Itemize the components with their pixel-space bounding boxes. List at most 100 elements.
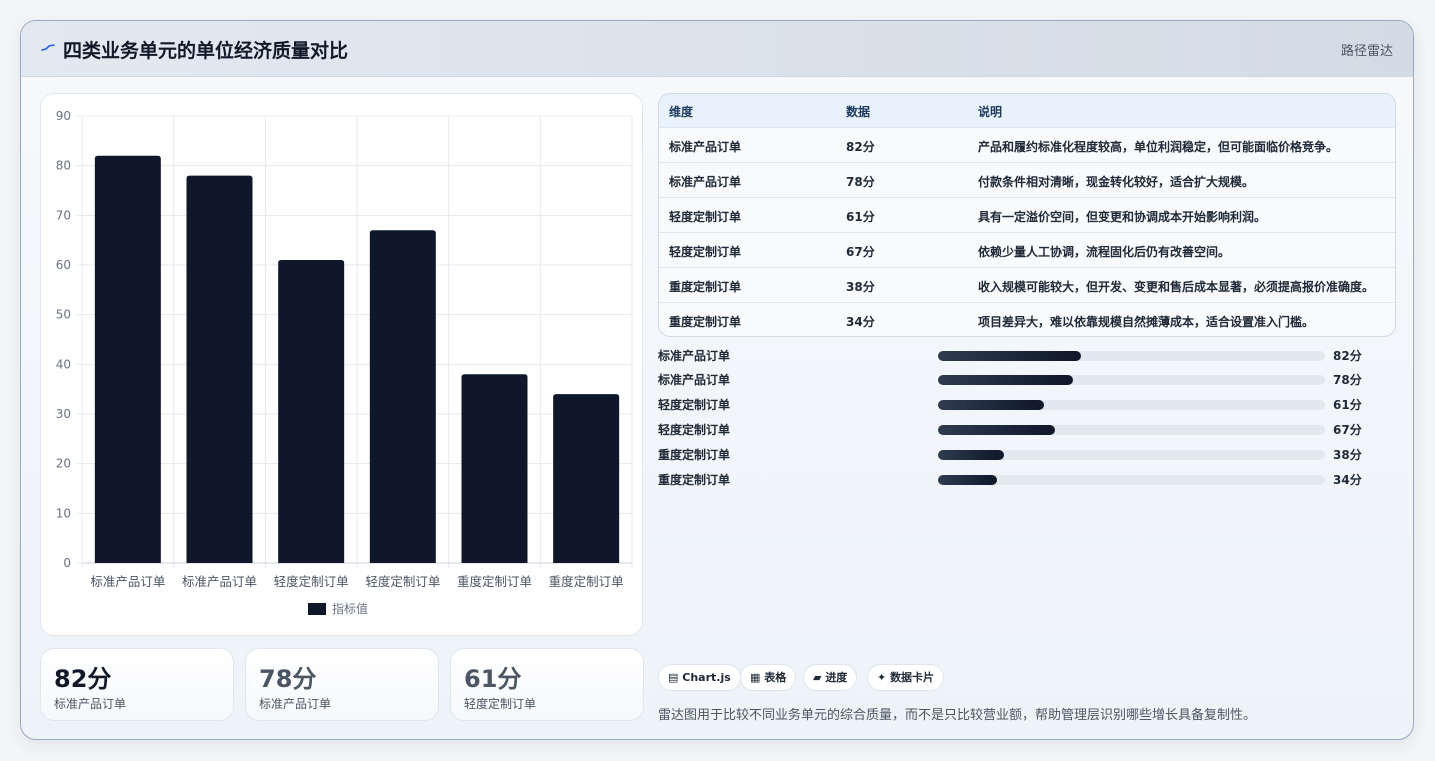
table-cell: 具有一定溢价空间，但变更和协调成本开始影响利润。 — [978, 210, 1267, 224]
progress-track — [938, 375, 1325, 385]
stat-label: 轻度定制订单 — [464, 697, 537, 711]
x-tick-label: 重度定制订单 — [549, 574, 624, 589]
data-table: 维度 数据 说明 标准产品订单 82分 产品和履约标准化程度较高，单位利润稳定，… — [658, 93, 1396, 337]
table-cell: 付款条件相对清晰，现金转化较好，适合扩大规模。 — [978, 175, 1255, 189]
progress-fill — [938, 450, 1005, 460]
progress-row: 轻度定制订单 61分 — [658, 396, 1378, 414]
progress-track — [938, 425, 1325, 435]
stat-value: 78分 — [259, 665, 317, 693]
x-tick-label: 标准产品订单 — [90, 574, 165, 589]
table-row: 轻度定制订单 61分 具有一定溢价空间，但变更和协调成本开始影响利润。 — [659, 197, 1395, 232]
progress-label: 标准产品订单 — [658, 349, 731, 363]
bar — [553, 394, 620, 563]
table-cell: 标准产品订单 — [669, 175, 742, 189]
legend-swatch — [308, 603, 326, 615]
table-cell: 重度定制订单 — [669, 280, 742, 294]
progress-track — [938, 475, 1325, 485]
footer-note: 雷达图用于比较不同业务单元的综合质量，而不是只比较营业额，帮助管理层识别哪些增长… — [658, 708, 1257, 723]
table-cell: 38分 — [846, 280, 875, 294]
chip-progress[interactable]: ▰ 进度 — [803, 664, 858, 691]
legend-label: 指标值 — [332, 601, 368, 616]
chip-label: 数据卡片 — [890, 671, 935, 684]
table-cell: 78分 — [846, 175, 875, 189]
y-tick-label: 50 — [56, 308, 71, 322]
table-cell: 34分 — [846, 315, 875, 329]
table-cell: 67分 — [846, 245, 875, 259]
table-icon: ▦ — [750, 671, 761, 684]
table-cell: 重度定制订单 — [669, 315, 742, 329]
progress-row: 重度定制订单 34分 — [658, 471, 1378, 489]
table-cell: 依赖少量人工协调，流程固化后仍有改善空间。 — [978, 245, 1231, 259]
x-tick-label: 重度定制订单 — [457, 574, 532, 589]
bar — [461, 374, 528, 563]
progress-row: 轻度定制订单 67分 — [658, 421, 1378, 439]
x-tick-label: 标准产品订单 — [182, 574, 257, 589]
table-cell: 收入规模可能较大，但开发、变更和售后成本显著，必须提高报价准确度。 — [978, 280, 1375, 294]
chart-icon: ▤ — [668, 671, 679, 684]
table-cell: 61分 — [846, 210, 875, 224]
progress-row: 标准产品订单 78分 — [658, 371, 1378, 389]
chip-label: 进度 — [825, 671, 848, 684]
bar-chart-panel: 0 10 20 30 40 50 60 70 80 90 标准产品订单 标准产品订单 轻度定制订单 轻度定… — [40, 93, 643, 636]
x-tick-label: 轻度定制订单 — [274, 574, 349, 589]
stat-value: 82分 — [54, 665, 112, 693]
page-title: 四类业务单元的单位经济质量对比 — [63, 40, 349, 62]
table-cell: 82分 — [846, 140, 875, 154]
y-tick-label: 90 — [56, 109, 71, 123]
table-cell: 轻度定制订单 — [669, 210, 742, 224]
table-row: 重度定制订单 38分 收入规模可能较大，但开发、变更和售后成本显著，必须提高报价… — [659, 267, 1395, 302]
progress-label: 重度定制订单 — [658, 473, 731, 487]
bar — [94, 155, 161, 563]
table-row: 轻度定制订单 67分 依赖少量人工协调，流程固化后仍有改善空间。 — [659, 232, 1395, 267]
stat-card: 82分 标准产品订单 — [40, 648, 234, 721]
progress-label: 标准产品订单 — [658, 373, 731, 387]
chip-label: Chart.js — [682, 671, 731, 684]
progress-row: 重度定制订单 38分 — [658, 446, 1378, 464]
progress-value: 34分 — [1333, 473, 1362, 487]
header: 四类业务单元的单位经济质量对比 路径雷达 — [21, 21, 1413, 77]
progress-value: 82分 — [1333, 349, 1362, 363]
table-cell: 标准产品订单 — [669, 140, 742, 154]
stat-label: 标准产品订单 — [54, 697, 127, 711]
table-row: 标准产品订单 78分 付款条件相对清晰，现金转化较好，适合扩大规模。 — [659, 162, 1395, 197]
progress-fill — [938, 375, 1074, 385]
table-row: 标准产品订单 82分 产品和履约标准化程度较高，单位利润稳定，但可能面临价格竞争… — [659, 127, 1395, 162]
chip-chartjs[interactable]: ▤ Chart.js — [658, 664, 741, 691]
progress-value: 67分 — [1333, 423, 1362, 437]
chip-data-card[interactable]: ✦ 数据卡片 — [867, 664, 945, 691]
table-cell: 轻度定制订单 — [669, 245, 742, 259]
progress-track — [938, 450, 1325, 460]
table-cell: 项目差异大，难以依靠规模自然摊薄成本，适合设置准入门槛。 — [978, 315, 1315, 329]
y-tick-label: 0 — [63, 556, 71, 570]
progress-fill — [938, 351, 1082, 361]
progress-fill — [938, 475, 998, 485]
column-header: 维度 — [669, 105, 694, 119]
pulse-icon — [41, 44, 55, 51]
column-header: 说明 — [978, 105, 1003, 119]
table-cell: 产品和履约标准化程度较高，单位利润稳定，但可能面临价格竞争。 — [978, 140, 1339, 154]
progress-icon: ▰ — [813, 671, 822, 684]
progress-value: 38分 — [1333, 448, 1362, 462]
chip-table[interactable]: ▦ 表格 — [740, 664, 797, 691]
table-row: 重度定制订单 34分 项目差异大，难以依靠规模自然摊薄成本，适合设置准入门槛。 — [659, 302, 1395, 336]
stat-card: 78分 标准产品订单 — [245, 648, 439, 721]
progress-label: 轻度定制订单 — [658, 423, 731, 437]
chip-label: 表格 — [764, 671, 787, 684]
progress-fill — [938, 425, 1055, 435]
main-card: 四类业务单元的单位经济质量对比 路径雷达 0 10 20 30 40 50 60 70 80 90… — [20, 20, 1414, 740]
y-tick-label: 20 — [56, 457, 71, 471]
y-tick-label: 70 — [56, 208, 71, 222]
sparkle-icon: ✦ — [877, 671, 887, 684]
progress-label: 轻度定制订单 — [658, 398, 731, 412]
y-tick-label: 30 — [56, 407, 71, 421]
progress-track — [938, 351, 1325, 361]
y-tick-label: 40 — [56, 357, 71, 371]
y-tick-label: 60 — [56, 258, 71, 272]
progress-value: 61分 — [1333, 398, 1362, 412]
stat-value: 61分 — [464, 665, 522, 693]
progress-label: 重度定制订单 — [658, 448, 731, 462]
stat-card: 61分 轻度定制订单 — [450, 648, 644, 721]
x-tick-label: 轻度定制订单 — [365, 574, 440, 589]
progress-value: 78分 — [1333, 373, 1362, 387]
y-tick-label: 80 — [56, 159, 71, 173]
